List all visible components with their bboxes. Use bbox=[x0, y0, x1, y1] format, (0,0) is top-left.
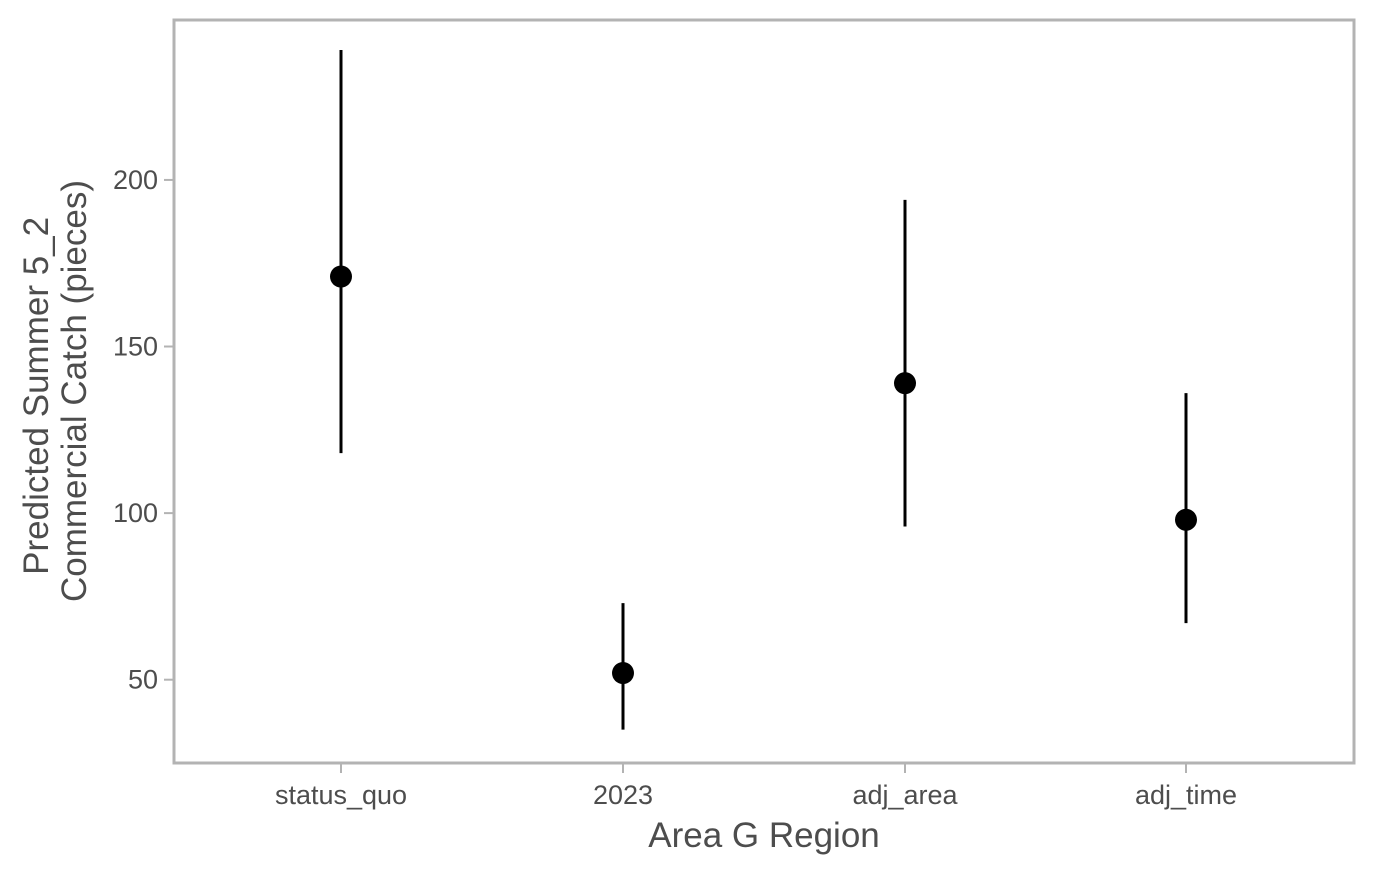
plot-marks bbox=[330, 49, 1197, 730]
y-axis: 50 100 150 200 bbox=[113, 165, 173, 695]
estimate-point bbox=[330, 265, 352, 288]
x-tick-label: adj_area bbox=[852, 780, 958, 810]
x-axis-title: Area G Region bbox=[648, 816, 880, 855]
estimate-point bbox=[612, 662, 634, 685]
y-tick-label: 150 bbox=[113, 332, 158, 362]
x-tick-label: 2023 bbox=[593, 780, 653, 810]
y-axis-title-line-1: Predicted Summer 5_2 bbox=[17, 217, 56, 575]
x-tick-label: adj_time bbox=[1135, 780, 1237, 810]
y-tick-label: 100 bbox=[113, 498, 158, 528]
y-tick-label: 200 bbox=[113, 165, 158, 195]
y-tick-label: 50 bbox=[128, 665, 158, 695]
estimate-point bbox=[1175, 508, 1197, 531]
x-tick-label: status_quo bbox=[275, 780, 407, 810]
panel-border bbox=[172, 18, 1356, 765]
x-axis: status_quo 2023 adj_area adj_time bbox=[275, 764, 1237, 810]
y-axis-title-line-2: Commercial Catch (pieces) bbox=[55, 180, 94, 602]
estimate-point bbox=[894, 372, 916, 395]
y-axis-title: Predicted Summer 5_2 Commercial Catch (p… bbox=[17, 180, 94, 602]
